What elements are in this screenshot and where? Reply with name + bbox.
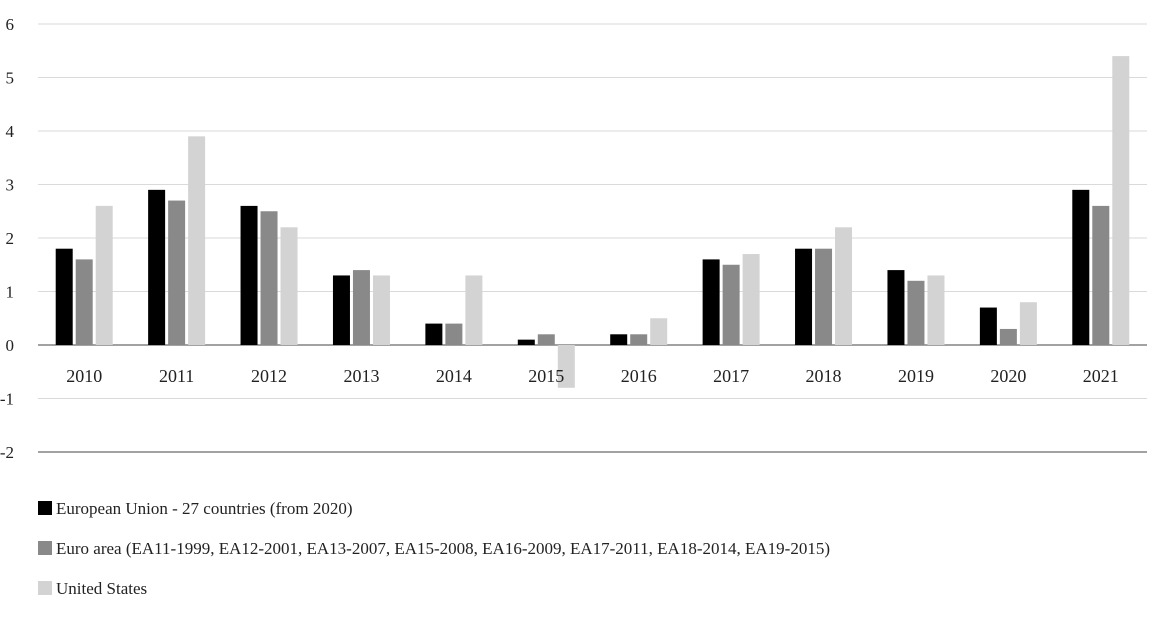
bar	[465, 275, 483, 345]
legend-swatch-eu	[38, 501, 52, 515]
bar	[722, 264, 740, 345]
legend-label-euro-area: Euro area (EA11-1999, EA12-2001, EA13-20…	[56, 539, 830, 558]
legend: European Union - 27 countries (from 2020…	[38, 496, 1038, 616]
y-tick-label: -1	[0, 390, 14, 409]
bar	[1019, 302, 1037, 345]
bar	[979, 307, 997, 345]
bar	[815, 248, 833, 345]
y-axis-ticks: -2 -1 0 1 2 3 4 5 6	[0, 15, 15, 462]
bar	[610, 334, 628, 345]
bar	[1112, 56, 1130, 345]
bar	[517, 339, 535, 345]
y-tick-label: 4	[6, 122, 15, 141]
x-tick-label: 2017	[713, 366, 749, 386]
x-tick-label: 2019	[898, 366, 934, 386]
bar	[537, 334, 555, 345]
legend-swatch-us	[38, 581, 52, 595]
legend-item-euro-area: Euro area (EA11-1999, EA12-2001, EA13-20…	[38, 536, 1038, 562]
x-tick-label: 2012	[251, 366, 287, 386]
bar	[630, 334, 648, 345]
bar	[702, 259, 720, 345]
legend-label-eu: European Union - 27 countries (from 2020…	[56, 499, 353, 518]
bar	[332, 275, 350, 345]
x-tick-label: 2015	[528, 366, 564, 386]
y-tick-label: 1	[6, 283, 15, 302]
bar	[55, 248, 73, 345]
bar	[999, 328, 1017, 345]
x-tick-label: 2011	[159, 366, 194, 386]
bars	[55, 56, 1130, 388]
x-tick-label: 2010	[66, 366, 102, 386]
y-tick-label: 6	[6, 15, 15, 34]
bar	[557, 345, 575, 388]
bar	[1092, 205, 1110, 345]
x-tick-label: 2014	[436, 366, 472, 386]
y-tick-label: 2	[6, 229, 15, 248]
bar	[95, 205, 113, 345]
bar	[927, 275, 945, 345]
bar	[425, 323, 443, 345]
legend-swatch-euro-area	[38, 541, 52, 555]
y-tick-label: 0	[6, 336, 15, 355]
y-tick-label: 5	[6, 69, 15, 88]
bar	[445, 323, 463, 345]
bar	[742, 254, 760, 345]
bar	[240, 205, 258, 345]
bar	[887, 270, 905, 345]
bar	[1072, 189, 1090, 345]
x-tick-label: 2016	[621, 366, 657, 386]
x-tick-label: 2013	[343, 366, 379, 386]
x-tick-label: 2021	[1083, 366, 1119, 386]
bar	[372, 275, 390, 345]
bar	[168, 200, 186, 345]
x-tick-label: 2020	[990, 366, 1026, 386]
bar	[835, 227, 853, 345]
bar	[795, 248, 813, 345]
bar	[188, 136, 206, 345]
legend-item-eu: European Union - 27 countries (from 2020…	[38, 496, 1038, 522]
bar	[650, 318, 668, 345]
bar	[260, 211, 278, 345]
x-axis-ticks: 2010 2011 2012 2013 2014 2015 2016 2017 2018 2019…	[66, 366, 1119, 386]
legend-label-us: United States	[56, 579, 148, 598]
bar	[352, 270, 370, 345]
gridlines	[38, 23, 1147, 453]
x-tick-label: 2018	[806, 366, 842, 386]
bar	[148, 189, 166, 345]
bar	[280, 227, 298, 345]
legend-item-us: United States	[38, 576, 1038, 602]
bar	[75, 259, 93, 345]
bar	[907, 280, 925, 345]
y-tick-label: 3	[6, 176, 15, 195]
bar-chart: -2 -1 0 1 2 3 4 5 6 2010 2011 2012 2013 2014 2015 2016…	[0, 15, 1147, 462]
y-tick-label: -2	[0, 443, 14, 462]
